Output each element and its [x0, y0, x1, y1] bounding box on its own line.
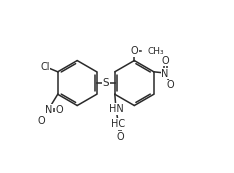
- Text: N: N: [161, 69, 169, 79]
- Text: HN: HN: [109, 104, 124, 114]
- Text: O: O: [116, 132, 124, 142]
- Text: HC: HC: [111, 119, 125, 129]
- Text: Cl: Cl: [40, 62, 50, 72]
- Text: O: O: [161, 56, 169, 66]
- Text: O: O: [56, 105, 63, 115]
- Text: CH₃: CH₃: [147, 47, 164, 56]
- Text: O: O: [37, 116, 45, 126]
- Text: N: N: [44, 105, 52, 115]
- Text: O: O: [166, 80, 174, 90]
- Text: O: O: [131, 46, 138, 56]
- Text: S: S: [102, 78, 109, 88]
